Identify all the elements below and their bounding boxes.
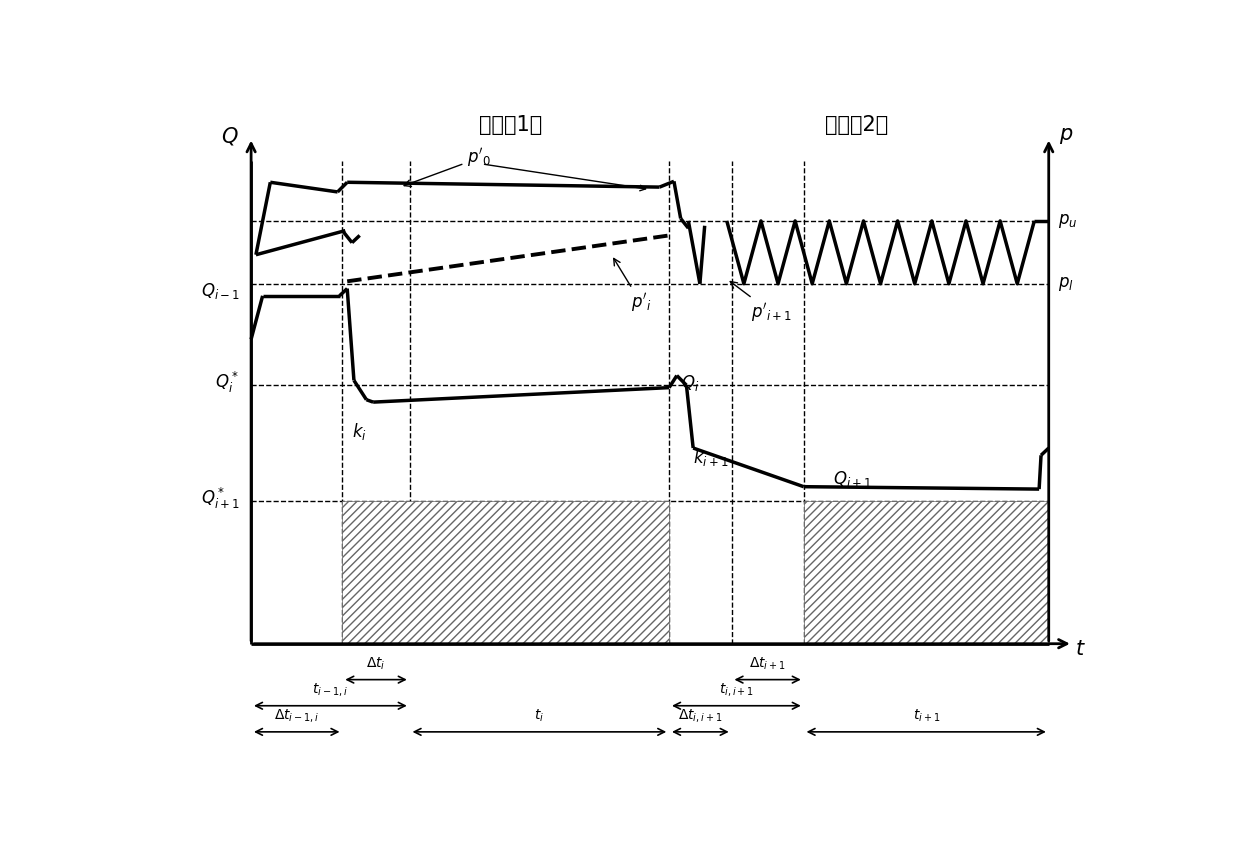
- Text: $p'_{i+1}$: $p'_{i+1}$: [730, 282, 792, 324]
- Text: 工况（1）: 工况（1）: [479, 114, 542, 135]
- Text: $k_i$: $k_i$: [352, 421, 367, 442]
- Text: $t_{i,i+1}$: $t_{i,i+1}$: [719, 681, 754, 698]
- Text: $t$: $t$: [1075, 639, 1086, 659]
- Text: $\Delta t_i$: $\Delta t_i$: [366, 656, 386, 672]
- Text: $Q^*_{i+1}$: $Q^*_{i+1}$: [201, 486, 239, 511]
- Text: $t_{i-1,i}$: $t_{i-1,i}$: [312, 681, 348, 698]
- Text: $p$: $p$: [1059, 126, 1073, 146]
- Text: $Q_i$: $Q_i$: [681, 373, 699, 393]
- Text: $p'_0$: $p'_0$: [404, 147, 491, 187]
- Text: $\Delta t_{i,i+1}$: $\Delta t_{i,i+1}$: [678, 707, 723, 724]
- Text: $Q$: $Q$: [221, 125, 239, 147]
- Text: $t_{i+1}$: $t_{i+1}$: [913, 707, 940, 724]
- Text: $Q^*_i$: $Q^*_i$: [216, 371, 239, 395]
- Text: $t_i$: $t_i$: [534, 707, 544, 724]
- Text: $p_l$: $p_l$: [1059, 275, 1074, 293]
- Text: $Q_{i-1}$: $Q_{i-1}$: [201, 281, 239, 301]
- Text: $k_{i+1}$: $k_{i+1}$: [693, 447, 729, 468]
- Text: $p'_i$: $p'_i$: [614, 259, 651, 315]
- Text: $p_u$: $p_u$: [1059, 212, 1078, 230]
- Text: $\Delta t_{i-1,i}$: $\Delta t_{i-1,i}$: [274, 707, 320, 724]
- Text: $\Delta t_{i+1}$: $\Delta t_{i+1}$: [749, 656, 786, 672]
- Text: $Q_{i+1}$: $Q_{i+1}$: [832, 470, 872, 489]
- Text: 工况（2）: 工况（2）: [825, 114, 888, 135]
